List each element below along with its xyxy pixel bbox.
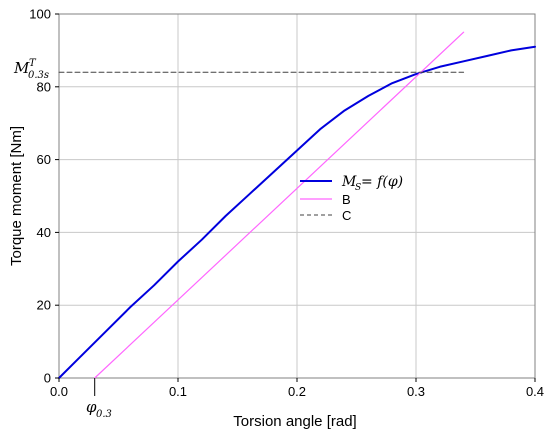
y-tick-label: 0 xyxy=(44,371,51,386)
y-marker-base: M xyxy=(13,59,30,77)
x-marker-base: φ xyxy=(86,398,97,416)
y-marker-sub: 0.3s xyxy=(28,70,49,81)
y-tick-label: 80 xyxy=(37,79,51,94)
series-b-line xyxy=(94,31,465,379)
x-marker-sub: 0.3 xyxy=(96,409,112,420)
y-marker-sup: T xyxy=(29,58,37,69)
x-marker-annotation: φ 0.3 xyxy=(86,378,112,420)
y-tick-label: 20 xyxy=(37,298,51,313)
legend-label-b: B xyxy=(342,192,351,207)
legend-label-c: C xyxy=(342,208,351,223)
x-axis-title: Torsion angle [rad] xyxy=(233,413,356,430)
x-tick-label: 0.3 xyxy=(407,384,425,399)
y-marker-annotation: M T 0.3s xyxy=(13,58,49,81)
y-tick-label: 40 xyxy=(37,225,51,240)
y-tick-label: 60 xyxy=(37,152,51,167)
ticks-layer: 0.0 0.1 0.2 0.3 0.4 0 20 40 60 80 100 xyxy=(29,7,544,400)
series-layer xyxy=(58,31,536,379)
x-tick-label: 0.4 xyxy=(526,384,544,399)
x-tick-label: 0.1 xyxy=(169,384,187,399)
x-tick-label: 0.2 xyxy=(288,384,306,399)
legend-label-ms-rest: = f(φ) xyxy=(361,174,403,190)
legend-label-ms-sub: S xyxy=(355,183,361,193)
y-tick-label: 100 xyxy=(29,7,51,22)
series-ms-curve xyxy=(58,45,536,379)
legend: M S = f(φ) B C xyxy=(300,174,403,223)
legend-label-ms-base: M xyxy=(341,174,357,190)
y-axis-title: Torque moment [Nm] xyxy=(8,126,25,266)
x-tick-label: 0.0 xyxy=(50,384,68,399)
